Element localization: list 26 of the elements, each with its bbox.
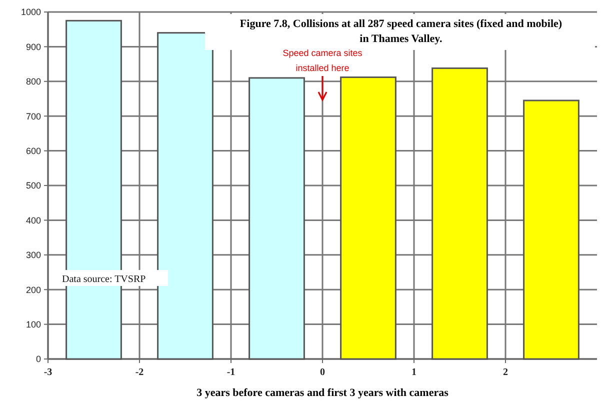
x-tick-label: 0 [320, 367, 325, 378]
y-tick-label: 1000 [20, 7, 41, 18]
x-tick-label: -3 [44, 367, 52, 378]
x-tick-label: 1 [412, 367, 416, 378]
y-tick-label: 300 [26, 250, 41, 260]
x-axis-title: 3 years before cameras and first 3 years with cameras [196, 387, 450, 399]
bar [157, 32, 214, 360]
x-tick-label: -1 [226, 367, 236, 378]
y-tick-label: 100 [26, 319, 41, 330]
annotation: Speed camera sites installed here [282, 48, 363, 73]
x-tick-label: -2 [135, 367, 144, 378]
annotation: Data source: TVSRP [62, 274, 146, 285]
bar [340, 76, 396, 360]
y-tick-label: 600 [26, 146, 41, 156]
y-tick-label: 700 [26, 111, 41, 122]
bar [248, 77, 305, 360]
y-tick-label: 800 [26, 76, 41, 87]
y-tick-label: 400 [26, 215, 41, 226]
text: Figure 7.8, Collisions at all 287 speed camera sites (fixed and mobile) in Thames Valley. [240, 18, 562, 45]
y-tick-label: 500 [26, 180, 41, 191]
bar [523, 100, 580, 360]
y-tick-label: 900 [26, 42, 41, 52]
y-tick-label: 200 [26, 284, 41, 295]
y-tick-label: 0 [36, 354, 41, 364]
x-tick-label: 2 [503, 367, 508, 378]
bar [432, 67, 488, 360]
